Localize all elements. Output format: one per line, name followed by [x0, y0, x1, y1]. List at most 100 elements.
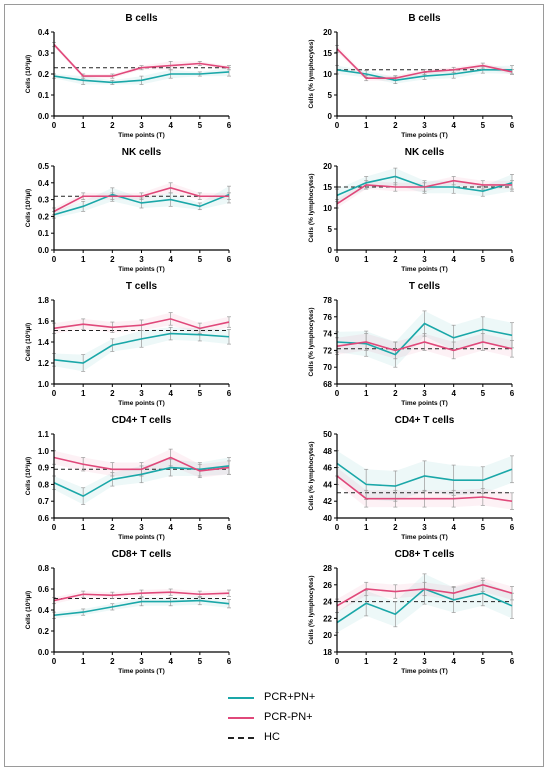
- chart-panel-8: CD4+ T cells 40 42 44 46 48 50 0 1 2 3 4 5 6 Time poin…: [308, 415, 515, 541]
- chart-panel-5: T cells 1.0 1.2 1.4 1.6 1.8 0 1 2 3 4 5 6 Time points…: [25, 281, 232, 407]
- x-tick-label: 1: [364, 523, 369, 532]
- y-tick-label: 20: [323, 631, 332, 640]
- x-tick-label: 0: [52, 121, 57, 130]
- chart-panel-9: CD8+ T cells 0.0 0.2 0.4 0.6 0.8 0 1 2 3 4 5 6 Time p…: [25, 549, 232, 675]
- y-tick-label: 78: [323, 296, 332, 305]
- y-tick-label: 0.8: [38, 564, 50, 573]
- y-tick-label: 74: [323, 330, 332, 339]
- y-tick-label: 0.3: [38, 49, 50, 58]
- y-tick-label: 26: [323, 581, 332, 590]
- chart-panel-3: NK cells 0.0 0.1 0.2 0.3 0.4 0.5 0 1 2 3 4 5 6 Time po…: [25, 147, 232, 273]
- y-tick-label: 0.6: [38, 514, 50, 523]
- x-tick-label: 2: [110, 523, 115, 532]
- y-axis-label: Cells (10³/µl): [25, 457, 32, 495]
- x-tick-label: 3: [422, 389, 427, 398]
- chart-title: B cells: [125, 13, 158, 24]
- x-tick-label: 0: [335, 523, 340, 532]
- x-tick-label: 5: [198, 121, 203, 130]
- x-tick-label: 1: [364, 389, 369, 398]
- y-tick-label: 0.0: [38, 648, 50, 657]
- x-tick-label: 0: [335, 121, 340, 130]
- y-tick-label: 0.4: [38, 179, 50, 188]
- chart-title: NK cells: [122, 147, 162, 158]
- x-axis-label: Time points (T): [401, 400, 447, 407]
- series-line-pcr-minus: [336, 341, 513, 352]
- y-tick-label: 0.8: [38, 480, 50, 489]
- x-tick-label: 6: [227, 121, 232, 130]
- y-tick-label: 0.6: [38, 585, 50, 594]
- x-tick-label: 2: [393, 523, 398, 532]
- y-axis-label: Cells (% lymphocytes): [308, 576, 315, 645]
- y-tick-label: 0.4: [38, 606, 50, 615]
- x-tick-label: 3: [422, 121, 427, 130]
- y-tick-label: 1.2: [38, 359, 50, 368]
- y-tick-label: 5: [328, 225, 333, 234]
- series-line-pcr-plus: [53, 71, 230, 84]
- x-axis-label: Time points (T): [401, 668, 447, 675]
- y-tick-label: 68: [323, 380, 332, 389]
- y-tick-label: 50: [323, 430, 332, 439]
- y-tick-label: 0.3: [38, 196, 50, 205]
- y-tick-label: 1.4: [38, 338, 50, 347]
- chart-panel-1: B cells 0.0 0.1 0.2 0.3 0.4 0 1 2 3 4 5 6 Time points…: [25, 13, 232, 139]
- chart-title: B cells: [408, 13, 441, 24]
- x-tick-label: 4: [168, 523, 173, 532]
- y-tick-label: 40: [323, 514, 332, 523]
- x-tick-label: 0: [335, 657, 340, 666]
- chart-title: T cells: [126, 281, 158, 292]
- x-axis-label: Time points (T): [401, 534, 447, 541]
- x-tick-label: 4: [168, 255, 173, 264]
- x-axis-label: Time points (T): [118, 132, 164, 139]
- x-tick-label: 5: [481, 657, 486, 666]
- x-tick-label: 6: [227, 657, 232, 666]
- chart-panel-10: CD8+ T cells 18 20 22 24 26 28 0 1 2 3 4 5 6 Time poin…: [308, 549, 515, 675]
- x-tick-label: 2: [110, 121, 115, 130]
- x-tick-label: 3: [422, 523, 427, 532]
- x-tick-label: 4: [168, 657, 173, 666]
- series-line-pcr-plus: [336, 322, 513, 356]
- y-tick-label: 10: [323, 204, 332, 213]
- series-line-pcr-plus: [53, 599, 230, 617]
- chart-panel-6: T cells 68 70 72 74 76 78 0 1 2 3 4 5 6 Time points (T…: [308, 281, 515, 407]
- y-tick-label: 0: [328, 112, 333, 121]
- y-axis-label: Cells (10³/µl): [25, 55, 32, 93]
- series-line-pcr-plus: [53, 465, 230, 498]
- y-tick-label: 15: [323, 49, 332, 58]
- legend-swatch-pcr-minus: [228, 717, 254, 719]
- series-line-pcr-plus: [53, 332, 230, 364]
- chart-title: CD4+ T cells: [395, 415, 455, 426]
- series-line-pcr-minus: [53, 456, 230, 472]
- x-axis-label: Time points (T): [118, 266, 164, 273]
- series-line-pcr-minus: [53, 44, 230, 77]
- y-tick-label: 0.7: [38, 497, 50, 506]
- y-tick-label: 0.2: [38, 627, 50, 636]
- chart-title: CD8+ T cells: [395, 549, 455, 560]
- x-tick-label: 3: [139, 389, 144, 398]
- x-tick-label: 5: [481, 121, 486, 130]
- x-tick-label: 1: [81, 523, 86, 532]
- series-line-pcr-minus: [336, 475, 513, 502]
- x-tick-label: 2: [110, 657, 115, 666]
- x-axis-label: Time points (T): [118, 400, 164, 407]
- chart-title: CD8+ T cells: [112, 549, 172, 560]
- y-tick-label: 20: [323, 162, 332, 171]
- y-tick-label: 22: [323, 614, 332, 623]
- x-tick-label: 1: [364, 121, 369, 130]
- series-line-pcr-plus: [53, 193, 230, 216]
- series-line-pcr-minus: [336, 48, 513, 79]
- y-tick-label: 44: [323, 480, 332, 489]
- y-tick-label: 0.0: [38, 246, 50, 255]
- error-band-pcr-plus: [54, 327, 229, 372]
- x-tick-label: 5: [481, 523, 486, 532]
- x-tick-label: 1: [81, 121, 86, 130]
- x-tick-label: 3: [139, 523, 144, 532]
- x-tick-label: 5: [198, 523, 203, 532]
- y-tick-label: 76: [323, 313, 332, 322]
- y-axis-label: Cells (10³/µl): [25, 591, 32, 629]
- y-tick-label: 5: [328, 91, 333, 100]
- series-line-pcr-minus: [53, 591, 230, 602]
- figure-frame: [4, 4, 544, 767]
- y-tick-label: 42: [323, 497, 332, 506]
- x-tick-label: 0: [335, 255, 340, 264]
- y-tick-label: 0.5: [38, 162, 50, 171]
